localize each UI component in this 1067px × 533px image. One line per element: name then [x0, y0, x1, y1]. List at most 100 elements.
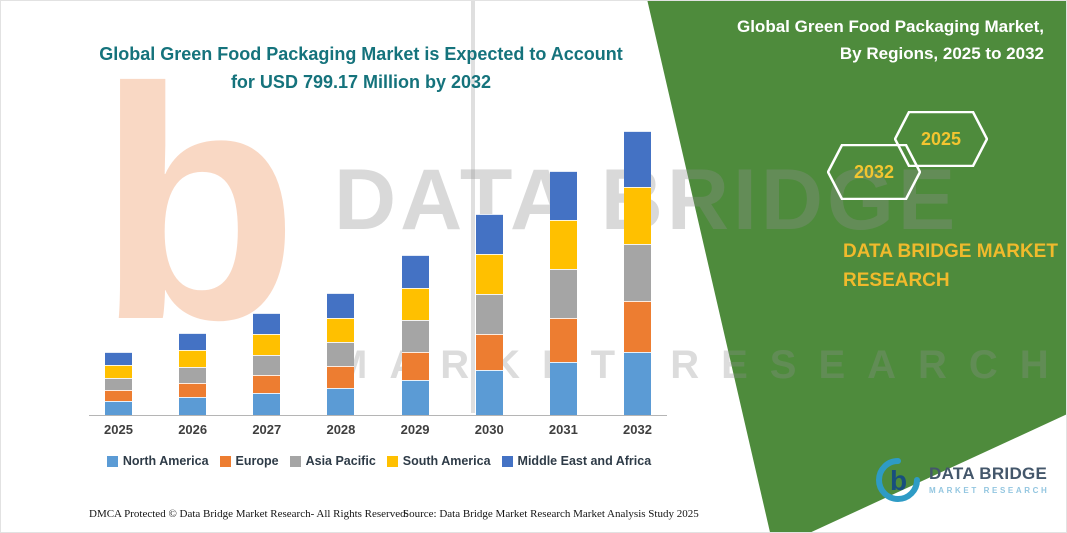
stacked-bar-2028 [327, 293, 355, 415]
x-axis-label-text: 2026 [178, 422, 208, 437]
bar-segment-2029-europe [401, 352, 429, 380]
bar-segment-2031-middle-east-and-africa [549, 171, 577, 220]
legend-swatch-icon [501, 455, 513, 467]
bar-segment-2031-europe [549, 318, 577, 362]
bar-segment-2028-south-america [327, 318, 355, 342]
bar-segment-2028-asia-pacific [327, 342, 355, 366]
x-axis-label-text: 2027 [252, 422, 282, 437]
bar-segment-2032-europe [623, 301, 651, 352]
x-axis-label-text: 2032 [623, 422, 652, 437]
bar-segment-2032-south-america [623, 187, 651, 244]
bar-segment-2026-asia-pacific [179, 367, 207, 383]
bar-segment-2031-asia-pacific [549, 269, 577, 318]
hexagon-badge-2032-label: 2032 [854, 162, 894, 182]
legend-item-europe: Europe [219, 454, 279, 468]
bar-segment-2029-asia-pacific [401, 320, 429, 352]
bar-segment-2030-asia-pacific [475, 294, 503, 334]
panel-title: Global Green Food Packaging Market, By R… [714, 13, 1044, 67]
bar-segment-2025-north-america [105, 401, 132, 415]
bar-segment-2028-middle-east-and-africa [327, 293, 355, 318]
legend-label: Europe [235, 454, 279, 468]
chart-legend: North America Europe Asia Pacific South Ame… [89, 454, 669, 468]
legend-swatch-icon [219, 455, 231, 467]
bar-segment-2026-europe [179, 383, 207, 397]
legend-label: South America [402, 454, 491, 468]
x-axis-label-text: 2025 [104, 422, 133, 437]
legend-swatch-icon [386, 455, 398, 467]
stacked-bar-2025 [105, 352, 132, 415]
stacked-bar-2026 [179, 333, 207, 415]
stacked-bar-2029 [401, 255, 429, 415]
x-axis-label-2032: 2032 [623, 422, 652, 437]
chart-title: Global Green Food Packaging Market is Ex… [91, 41, 631, 97]
bar-segment-2030-north-america [475, 370, 503, 415]
x-axis-label-2030: 2030 [474, 422, 504, 437]
bar-segment-2027-europe [253, 375, 281, 393]
legend-item-north-america: North America [106, 454, 209, 468]
hexagon-badge-2032: 2032 [827, 144, 921, 200]
bar-segment-2032-asia-pacific [623, 244, 651, 301]
logo-name: DATA BRIDGE [929, 463, 1048, 483]
bar-segment-2029-north-america [401, 380, 429, 415]
hexagon-outline [894, 111, 988, 167]
panel-title-line2: By Regions, 2025 to 2032 [839, 44, 1044, 64]
x-axis-label-2029: 2029 [400, 422, 430, 437]
hexagon-badge-2025-label: 2025 [921, 129, 961, 149]
x-axis-label-2031: 2031 [548, 422, 578, 437]
stacked-bar-chart [89, 128, 667, 416]
logo-b-glyph: b [890, 465, 907, 496]
bar-segment-2032-north-america [623, 352, 651, 415]
bar-segment-2027-asia-pacific [253, 355, 281, 375]
bar-segment-2028-europe [327, 366, 355, 388]
data-bridge-logo-icon: b [876, 458, 920, 502]
x-axis-label-2026: 2026 [178, 422, 208, 437]
logo-swoosh [876, 458, 920, 502]
hexagon-outline [827, 144, 921, 200]
x-axis-label-2028: 2028 [326, 422, 356, 437]
x-axis-label-text: 2030 [474, 422, 504, 437]
bar-segment-2025-south-america [105, 365, 132, 378]
legend-swatch-icon [106, 455, 118, 467]
bar-segment-2028-north-america [327, 388, 355, 415]
bar-segment-2031-south-america [549, 220, 577, 269]
stacked-bar-2031 [549, 171, 577, 415]
x-axis-label-text: 2031 [548, 422, 578, 437]
bar-segment-2025-asia-pacific [105, 378, 132, 390]
stacked-bar-2030 [475, 214, 503, 415]
bar-segment-2027-south-america [253, 334, 281, 355]
bar-segment-2027-middle-east-and-africa [253, 313, 281, 334]
legend-label: Asia Pacific [305, 454, 376, 468]
bar-segment-2031-north-america [549, 362, 577, 415]
footer-dmca-text: DMCA Protected © Data Bridge Market Rese… [89, 508, 409, 520]
bar-segment-2029-south-america [401, 288, 429, 320]
data-bridge-logo: b DATA BRIDGE MARKET RESEARCH [875, 457, 1049, 503]
bar-segment-2026-middle-east-and-africa [179, 333, 207, 350]
brand-text: DATA BRIDGE MARKET RESEARCH [843, 241, 1058, 291]
x-axis-label-2027: 2027 [252, 422, 282, 437]
bar-segment-2029-middle-east-and-africa [401, 255, 429, 288]
chart-title-line1: Global Green Food Packaging Market is Ex… [99, 44, 623, 64]
legend-item-asia-pacific: Asia Pacific [289, 454, 376, 468]
x-axis-labels: 2025 2026 2027 2028 2029 2030 2031 2032 [89, 422, 667, 437]
bar-segment-2026-south-america [179, 350, 207, 367]
bar-segment-2027-north-america [253, 393, 281, 415]
panel-title-line1: Global Green Food Packaging Market, [736, 17, 1044, 36]
stacked-bar-2032 [623, 131, 651, 415]
chart-title-line2: for USD 799.17 Million by 2032 [230, 71, 492, 92]
legend-label: Middle East and Africa [517, 454, 652, 468]
logo-subtext: MARKET RESEARCH [929, 486, 1050, 496]
legend-item-south-america: South America [386, 454, 491, 468]
bar-segment-2026-north-america [179, 397, 207, 415]
bar-segment-2025-middle-east-and-africa [105, 352, 132, 365]
x-axis-label-text: 2028 [326, 422, 356, 437]
x-axis-label-text: 2029 [400, 422, 430, 437]
bar-segment-2030-europe [475, 334, 503, 370]
stacked-bar-2027 [253, 313, 281, 415]
legend-swatch-icon [289, 455, 301, 467]
legend-label: North America [122, 454, 209, 468]
footer-source-text: Source: Data Bridge Market Research Mark… [403, 508, 699, 520]
hexagon-badge-2025: 2025 [894, 111, 988, 167]
bar-segment-2025-europe [105, 390, 132, 401]
x-axis-label-2025: 2025 [104, 422, 133, 437]
